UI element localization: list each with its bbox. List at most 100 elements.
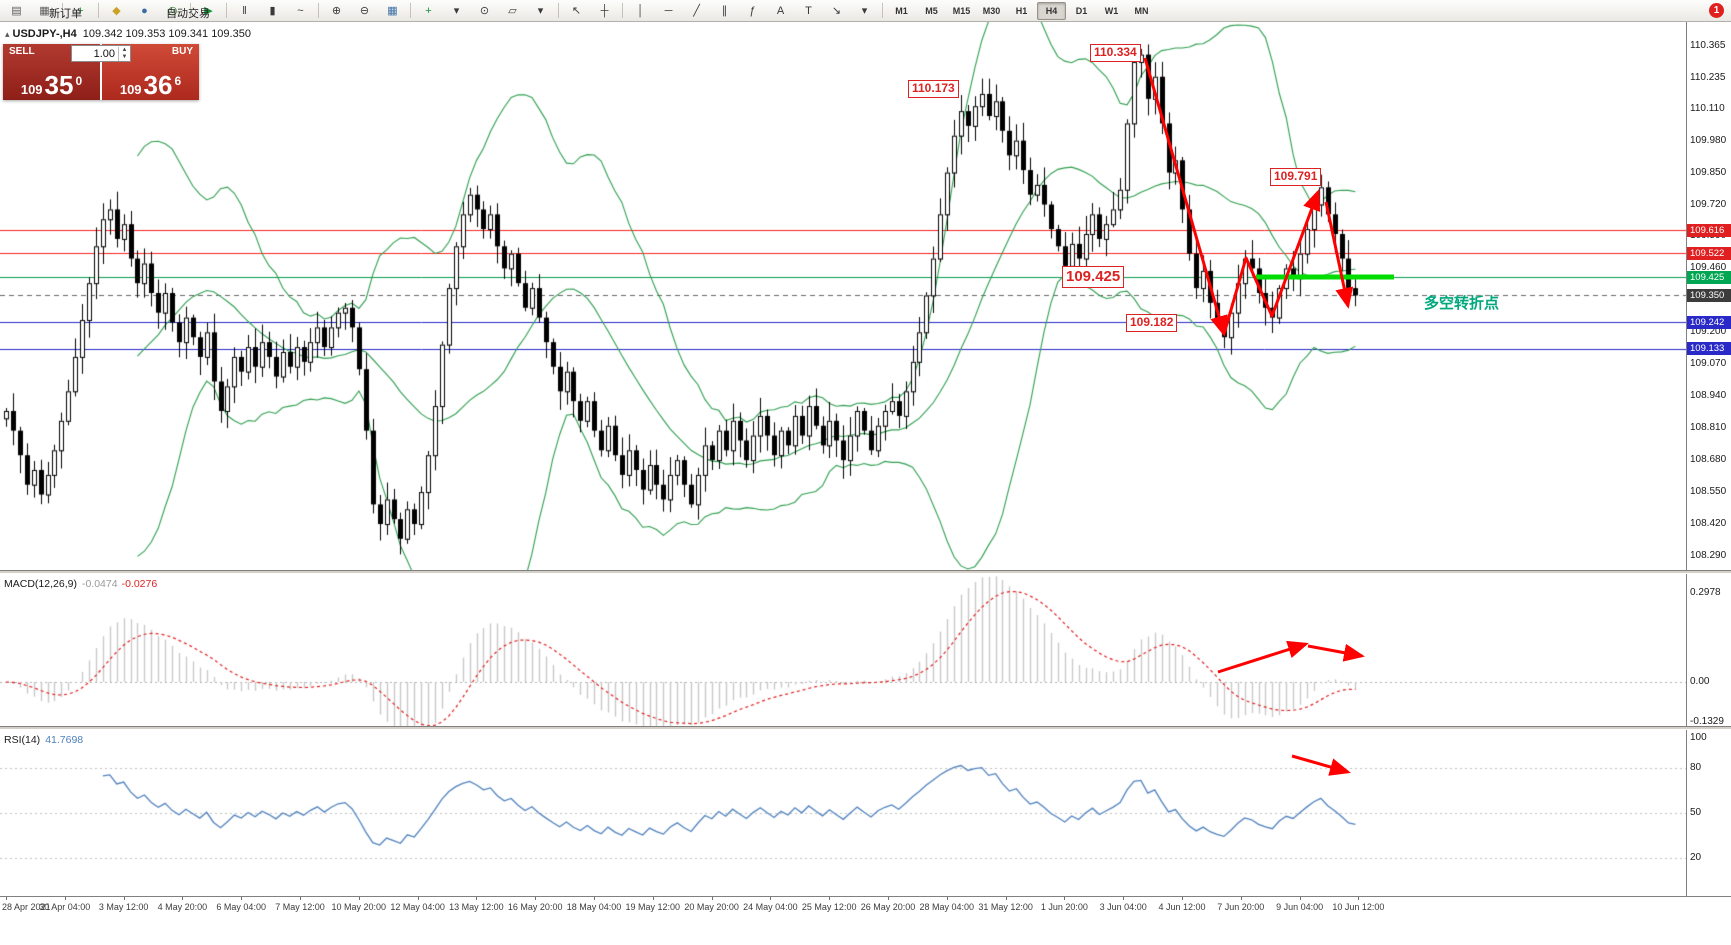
rsi-axis-label: 50 [1690, 807, 1702, 818]
spin-down-icon[interactable]: ▼ [121, 53, 128, 60]
templates-dropdown-button[interactable]: ▾ [527, 1, 554, 21]
time-tick [1064, 897, 1066, 900]
cursor-button[interactable]: ↖ [563, 1, 590, 21]
spin-up-icon[interactable]: ▲ [121, 46, 128, 53]
new-order-button[interactable]: + 新订单 [49, 1, 94, 21]
timeframe-m1-button[interactable]: M1 [895, 5, 908, 16]
timeframe-mn-button[interactable]: MN [1134, 5, 1149, 16]
time-label: 7 Jun 20:00 [1217, 902, 1265, 912]
timeframe-m5-button[interactable]: M5 [925, 5, 938, 16]
price-tag-109.616: 109.616 [1687, 223, 1731, 237]
time-tick [711, 897, 713, 900]
toolbar-separator [318, 3, 319, 18]
toolbar-separator [226, 3, 227, 18]
timeframe-w1-button[interactable]: W1 [1104, 5, 1119, 16]
price-annotation-109.425[interactable]: 109.425 [1062, 266, 1125, 288]
time-tick [241, 897, 243, 900]
time-label: 13 May 12:00 [449, 902, 504, 912]
trendline-button[interactable]: ╱ [683, 1, 710, 21]
rsi-header: RSI(14) 41.7698 [4, 734, 84, 746]
timeframe-m15-button[interactable]: M15 [952, 5, 971, 16]
volume-input[interactable]: 1.00 ▲ ▼ [71, 45, 131, 62]
templates-button[interactable]: ▱ [499, 1, 526, 21]
timeframe-h1-button[interactable]: H1 [1015, 5, 1028, 16]
price-tick: 109.980 [1690, 134, 1727, 146]
main-chart-canvas[interactable] [0, 22, 1686, 570]
zoom-in-button[interactable]: ⊕ [323, 1, 350, 21]
line-chart-button[interactable]: ~ [287, 1, 314, 21]
time-tick [1358, 897, 1360, 900]
price-tag-109.242: 109.242 [1687, 315, 1731, 329]
sell-label: SELL [9, 46, 35, 57]
price-tick: 109.720 [1690, 198, 1727, 210]
panel-separator[interactable] [0, 726, 1731, 730]
bar-chart-button[interactable]: ‖ [231, 1, 258, 21]
profiles-icon: ▦ [39, 4, 50, 17]
indicators-button[interactable]: + [415, 1, 442, 21]
price-tag-109.522: 109.522 [1687, 246, 1731, 260]
arrows-icon: ↘ [831, 4, 842, 17]
crosshair-button[interactable]: ┼ [591, 1, 618, 21]
time-label: 19 May 12:00 [625, 902, 681, 912]
text-button[interactable]: A [767, 1, 794, 21]
rsi-axis-label: 20 [1690, 852, 1702, 863]
price-annotation-110.173[interactable]: 110.173 [908, 80, 959, 98]
price-axis[interactable]: 110.365 110.235 110.110 109.980 109.850 109.7… [1686, 22, 1731, 896]
templates-icon: ▱ [508, 4, 517, 17]
price-tick: 110.110 [1690, 102, 1725, 114]
toolbar-separator [190, 3, 191, 18]
time-tick [476, 897, 478, 900]
time-tick [594, 897, 595, 900]
macd-panel-canvas[interactable] [0, 574, 1686, 726]
time-tick [1299, 897, 1301, 900]
channel-button[interactable]: ∥ [711, 1, 738, 21]
one-click-trading-widget: SELL 109 35 0 BUY 109 36 6 1.00 ▲ ▼ [3, 44, 199, 100]
arrows-button[interactable]: ↘ [823, 1, 850, 21]
label-icon: T [805, 4, 812, 17]
price-annotation-109.182[interactable]: 109.182 [1126, 314, 1178, 332]
toolbar: ▤ ▦ + 新订单 ◆ ● ◎ ▶ 自动交易 ‖ ▮ ~ ⊕ ⊖ ▦ + ▾ ⊙ ▱ ▾ ↖ ┼ │ ─ ╱ ∥ ƒ A T ↘ ▾ M1 M5… [0, 0, 1731, 22]
time-tick [1123, 897, 1125, 900]
timeframe-h4-button[interactable]: H4 [1037, 1, 1066, 20]
rsi-panel-canvas[interactable] [0, 730, 1686, 896]
macd-axis-label: 0.00 [1690, 676, 1710, 687]
price-tick: 108.810 [1690, 422, 1727, 434]
zoom-out-button[interactable]: ⊖ [351, 1, 378, 21]
ask-price: 109 36 6 [119, 70, 182, 100]
price-tag-109.425: 109.425 [1687, 270, 1731, 284]
label-button[interactable]: T [795, 1, 822, 21]
tile-windows-button[interactable]: ▦ [379, 1, 406, 21]
horizontal-line-button[interactable]: ─ [655, 1, 682, 21]
market-watch-button[interactable]: ◆ [103, 1, 130, 21]
volume-spinner[interactable]: ▲ ▼ [118, 46, 130, 61]
periods-button[interactable]: ⊙ [471, 1, 498, 21]
panel-separator[interactable] [0, 570, 1731, 574]
candlestick-chart-button[interactable]: ▮ [259, 1, 286, 21]
notification-badge[interactable]: 1 [1709, 3, 1724, 18]
navigator-button[interactable]: ◎ [159, 1, 186, 21]
timeframe-m30-button[interactable]: M30 [982, 5, 1001, 16]
objects-dropdown-button[interactable]: ▾ [851, 1, 878, 21]
indicators-icon: + [425, 4, 432, 17]
zoom-out-icon: ⊖ [359, 4, 370, 17]
price-annotation-110.334[interactable]: 110.334 [1090, 44, 1141, 62]
buy-label: BUY [171, 46, 193, 57]
vertical-line-button[interactable]: │ [627, 1, 654, 21]
data-window-button[interactable]: ● [131, 1, 158, 21]
time-axis[interactable]: 28 Apr 2021 30 Apr 04:00 3 May 12:00 4 May … [0, 896, 1731, 945]
time-tick [300, 897, 301, 900]
new-chart-icon: ▤ [11, 4, 22, 17]
turning-point-note[interactable]: 多空转折点 [1424, 295, 1500, 312]
time-tick [358, 897, 360, 900]
price-annotation-109.791[interactable]: 109.791 [1270, 168, 1322, 186]
candlestick-chart-icon: ▮ [269, 4, 276, 17]
timeframe-d1-button[interactable]: D1 [1075, 5, 1088, 16]
time-tick [652, 897, 654, 900]
auto-trading-button[interactable]: ▶ 自动交易 [166, 1, 222, 21]
indicators-dropdown-button[interactable]: ▾ [443, 1, 470, 21]
sell-button[interactable]: SELL 109 35 0 [3, 44, 100, 100]
fibonacci-button[interactable]: ƒ [739, 1, 766, 21]
new-chart-button[interactable]: ▤ [3, 1, 30, 21]
time-tick [1240, 897, 1242, 900]
profiles-button[interactable]: ▦ [31, 1, 58, 21]
